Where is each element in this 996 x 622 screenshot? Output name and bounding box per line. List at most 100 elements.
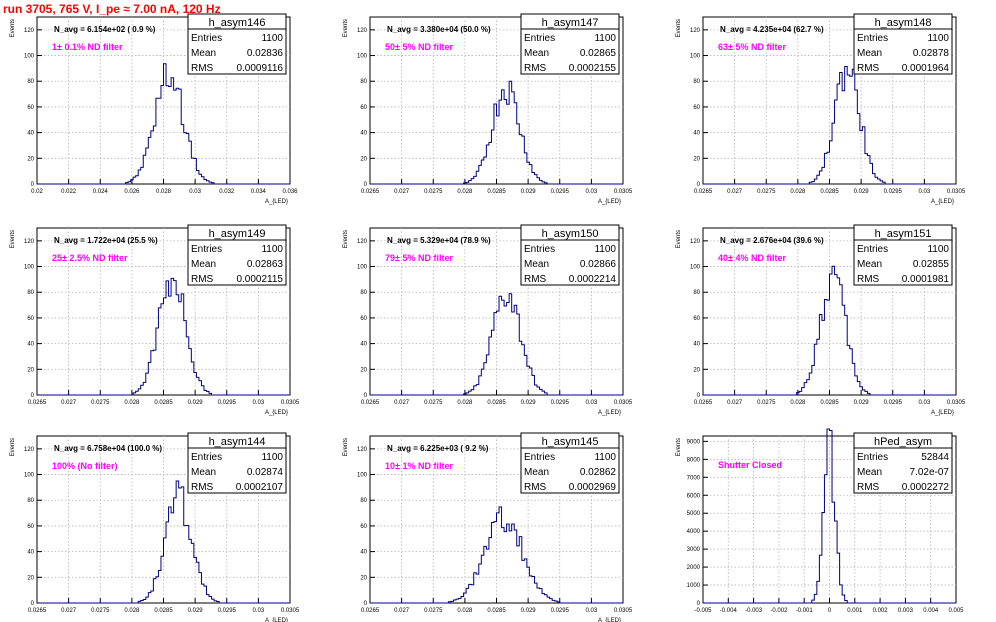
- stats-box: [187, 13, 287, 75]
- stats-value-entries: 1100: [261, 452, 283, 463]
- stats-value-mean: 0.02836: [247, 48, 284, 59]
- x-tick-label: 0.0295: [218, 400, 237, 406]
- y-tick-label: 120: [690, 239, 701, 245]
- x-tick-label: -0.004: [720, 608, 738, 614]
- y-tick-label: 6000: [687, 493, 701, 499]
- x-tick-label: 0.0275: [424, 608, 443, 614]
- y-tick-label: 20: [360, 156, 367, 162]
- y-axis-title: Events: [10, 230, 16, 248]
- x-tick-label: 0.003: [898, 608, 914, 614]
- stats-value-rms: 0.0002155: [569, 63, 617, 74]
- x-tick-label: 0.0275: [757, 400, 776, 406]
- x-axis-title: A_{LED}: [265, 410, 288, 416]
- filter-label: 100% (No filter): [52, 461, 118, 471]
- x-tick-label: 0.0265: [694, 400, 713, 406]
- stats-label-entries: Entries: [191, 33, 222, 44]
- x-tick-label: 0.0285: [487, 400, 506, 406]
- n-avg-label: N_avg = 2.676e+04 (39.6 %): [720, 236, 824, 245]
- x-tick-label: 0.029: [854, 400, 870, 406]
- x-axis-title: A_{LED}: [931, 410, 954, 416]
- y-tick-label: 20: [27, 367, 34, 373]
- y-tick-label: 100: [24, 54, 35, 60]
- stats-label-entries: Entries: [191, 244, 222, 255]
- stats-label-mean: Mean: [857, 467, 882, 478]
- y-tick-label: 100: [24, 473, 35, 479]
- x-tick-label: 0.03: [189, 189, 201, 195]
- histogram-line: [37, 480, 290, 604]
- stats-value-rms: 0.0001964: [902, 63, 950, 74]
- y-tick-label: 5000: [687, 511, 701, 517]
- y-tick-label: 0: [31, 182, 35, 188]
- y-tick-label: 40: [27, 550, 34, 556]
- n-avg-label: N_avg = 6.758e+04 (100.0 %): [54, 444, 162, 453]
- histogram-line: [703, 265, 956, 396]
- x-tick-label: 0.001: [847, 608, 863, 614]
- x-tick-label: 0.027: [727, 400, 743, 406]
- y-tick-label: 0: [697, 601, 701, 607]
- stats-label-mean: Mean: [857, 259, 882, 270]
- y-tick-label: 100: [690, 265, 701, 271]
- x-tick-label: -0.003: [745, 608, 763, 614]
- histogram-name: h_asym147: [542, 17, 599, 29]
- filter-label: 10± 1% ND filter: [385, 461, 453, 471]
- x-tick-label: 0.005: [948, 608, 964, 614]
- x-tick-label: 0.0305: [947, 189, 966, 195]
- stats-label-rms: RMS: [191, 63, 214, 74]
- x-tick-label: 0.029: [188, 400, 204, 406]
- stats-label-entries: Entries: [857, 452, 888, 463]
- x-tick-label: 0.029: [521, 189, 537, 195]
- y-tick-label: 100: [357, 265, 368, 271]
- stats-label-entries: Entries: [524, 244, 555, 255]
- stats-value-entries: 1100: [927, 33, 949, 44]
- x-tick-label: 0.0295: [551, 189, 570, 195]
- x-axis-title: A_{LED}: [598, 410, 621, 416]
- y-tick-label: 60: [360, 524, 367, 530]
- histogram-panel-h_asym146: 0.02 0.022 0.024 0.026 0.028 0.03 0.032 0.034 0.…: [10, 13, 298, 205]
- stats-box: [853, 432, 953, 494]
- y-tick-label: 40: [27, 131, 34, 137]
- n-avg-label: N_avg = 1.722e+04 (25.5 %): [54, 236, 158, 245]
- y-tick-label: 80: [360, 498, 367, 504]
- x-tick-label: 0.0305: [947, 400, 966, 406]
- x-tick-label: 0.03: [253, 400, 265, 406]
- x-tick-label: 0.029: [521, 608, 537, 614]
- x-tick-label: 0.028: [156, 189, 172, 195]
- y-tick-label: 80: [27, 290, 34, 296]
- y-tick-label: 40: [693, 131, 700, 137]
- stats-label-rms: RMS: [857, 274, 880, 285]
- stats-label-rms: RMS: [524, 482, 547, 493]
- stats-value-rms: 0.0002969: [569, 482, 617, 493]
- y-axis-title: Events: [676, 19, 682, 37]
- y-tick-label: 40: [360, 131, 367, 137]
- y-tick-label: 80: [360, 290, 367, 296]
- stats-label-entries: Entries: [857, 244, 888, 255]
- histogram-line: [370, 506, 623, 604]
- y-axis-title: Events: [343, 230, 349, 248]
- x-tick-label: 0.032: [219, 189, 235, 195]
- y-tick-label: 120: [357, 239, 368, 245]
- stats-value-mean: 0.02862: [580, 467, 617, 478]
- x-axis-title: A_{LED}: [598, 618, 621, 622]
- stats-box: [520, 13, 620, 75]
- stats-label-mean: Mean: [191, 467, 216, 478]
- y-tick-label: 120: [24, 447, 35, 453]
- histogram-name: h_asym148: [875, 17, 932, 29]
- y-tick-label: 40: [360, 550, 367, 556]
- x-tick-label: 0.0265: [694, 189, 713, 195]
- x-tick-label: 0.028: [124, 400, 140, 406]
- x-axis-title: A_{LED}: [598, 199, 621, 205]
- stats-label-rms: RMS: [191, 274, 214, 285]
- stats-value-rms: 0.0009116: [236, 63, 283, 74]
- y-tick-label: 40: [693, 342, 700, 348]
- histogram-panel-h_asym144: 0.0265 0.027 0.0275 0.028 0.0285 0.029 0.0295 0…: [10, 432, 300, 622]
- y-tick-label: 80: [360, 79, 367, 85]
- stats-box: [520, 224, 620, 286]
- y-tick-label: 120: [24, 28, 35, 34]
- n-avg-label: N_avg = 5.329e+04 (78.9 %): [387, 236, 491, 245]
- x-tick-label: 0.0295: [218, 608, 237, 614]
- stats-box: [853, 13, 953, 75]
- x-tick-label: 0.0305: [614, 608, 633, 614]
- histogram-panel-h_asym149: 0.0265 0.027 0.0275 0.028 0.0285 0.029 0.0295 0…: [10, 224, 300, 416]
- stats-label-mean: Mean: [524, 259, 549, 270]
